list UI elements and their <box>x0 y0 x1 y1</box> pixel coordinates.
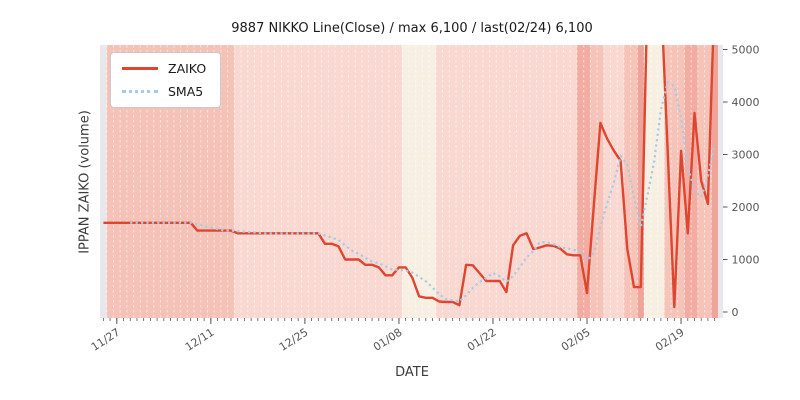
legend-item-zaiko: ZAIKO <box>122 61 206 76</box>
x-tick-label: 12/11 <box>183 326 217 354</box>
x-tick-label: 02/05 <box>559 326 593 354</box>
x-axis-ticks <box>102 318 716 324</box>
legend: ZAIKO SMA5 <box>110 52 222 108</box>
chart-title: 9887 NIKKO Line(Close) / max 6,100 / las… <box>231 21 593 36</box>
y-tick-label: 0 <box>732 306 739 319</box>
y-tick-label: 3000 <box>732 148 760 161</box>
x-tick-label: 02/19 <box>653 326 687 354</box>
legend-label-sma5: SMA5 <box>168 84 204 99</box>
y-tick-label: 4000 <box>732 96 760 109</box>
x-tick-label: 11/27 <box>89 326 123 354</box>
y-axis-label: IPPAN ZAIKO (volume) <box>77 110 93 254</box>
x-axis-label: DATE <box>395 365 429 380</box>
legend-label-zaiko: ZAIKO <box>168 61 207 76</box>
y-axis-ticks: 0 1000 2000 3000 4000 5000 <box>723 43 760 319</box>
y-tick-label: 1000 <box>732 253 760 266</box>
legend-item-sma5: SMA5 <box>122 84 206 99</box>
x-tick-label: 12/25 <box>277 326 311 354</box>
x-tick-labels: 11/27 12/11 12/25 01/08 01/22 02/05 02/19 <box>89 326 687 354</box>
x-tick-label: 01/08 <box>371 326 405 354</box>
sma5-line-sample <box>122 90 158 93</box>
sma5-line <box>130 80 716 303</box>
y-tick-label: 5000 <box>732 43 760 56</box>
zaiko-line <box>103 45 715 309</box>
x-tick-label: 01/22 <box>465 326 499 354</box>
zaiko-line-sample <box>122 67 158 70</box>
y-tick-label: 2000 <box>732 201 760 214</box>
